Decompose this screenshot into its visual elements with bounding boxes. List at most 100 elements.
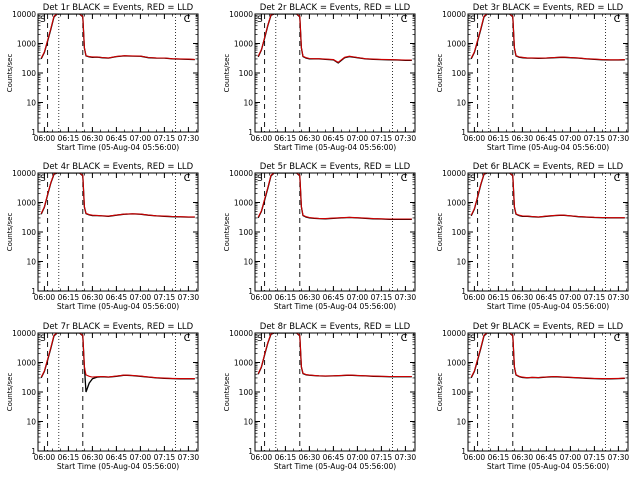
lld-series-line [470,14,625,61]
y-tick-label: 100 [239,69,254,78]
y-axis-label: Counts/sec [223,213,231,252]
x-axis-label: Start Time (05-Aug-04 05:56:00) [487,462,609,471]
y-tick-label: 100 [452,69,467,78]
event-marker: C [184,14,191,25]
events-series-line [257,14,412,64]
y-tick-label: 1000 [234,199,253,208]
plot-area [40,333,195,451]
events-series-line [470,173,625,219]
plot-area [40,14,195,132]
y-tick-label: 10 [243,258,253,267]
y-tick-label: 100 [22,388,37,397]
x-tick-label: 07:30 [178,453,200,462]
y-tick-label: 1000 [447,40,466,49]
panel-title: Det 3r BLACK = Events, RED = LLD [473,3,624,13]
x-tick-label: 06:45 [323,293,345,302]
y-tick-label: 1 [31,447,36,456]
y-axis-label: Counts/sec [436,373,444,412]
lld-series-line [257,173,412,220]
corner-label: S [257,334,263,344]
event-marker: C [614,333,621,344]
detector-panel-8: Det 8r BLACK = Events, RED = LLD S C 1 10 100… [223,322,416,471]
x-tick-label: 07:30 [178,293,200,302]
y-tick-label: 100 [22,69,37,78]
x-tick-label: 06:00 [464,293,486,302]
event-marker: C [614,14,621,25]
y-tick-label: 1 [31,287,36,296]
detector-panel-7: Det 7r BLACK = Events, RED = LLD S C 1 10 100… [6,322,199,471]
x-tick-label: 07:00 [347,453,369,462]
x-tick-label: 07:15 [154,134,176,143]
x-tick-label: 07:00 [560,134,582,143]
x-tick-label: 07:15 [371,453,393,462]
x-tick-label: 07:15 [154,453,176,462]
y-tick-label: 10 [456,258,466,267]
lld-series-line [257,14,412,63]
panel-title: Det 2r BLACK = Events, RED = LLD [260,3,411,13]
x-tick-label: 07:00 [560,293,582,302]
x-tick-label: 07:30 [395,134,417,143]
x-tick-label: 06:00 [464,453,486,462]
x-tick-label: 06:45 [536,293,558,302]
x-tick-label: 07:00 [130,134,152,143]
y-tick-label: 1000 [17,40,36,49]
event-marker: C [184,173,191,184]
corner-label: S [257,15,263,25]
x-tick-label: 07:30 [395,453,417,462]
y-tick-label: 1 [248,287,253,296]
y-tick-label: 1 [31,128,36,137]
y-tick-label: 1000 [17,359,36,368]
y-tick-label: 10000 [442,169,466,178]
events-series-line [40,333,195,393]
event-marker: C [401,14,408,25]
lld-series-line [470,173,625,219]
y-tick-label: 10 [243,99,253,108]
x-tick-label: 06:30 [82,453,104,462]
y-tick-label: 10000 [12,329,36,338]
events-series-line [257,333,412,378]
plot-area [257,14,412,132]
x-axis-label: Start Time (05-Aug-04 05:56:00) [57,462,179,471]
x-tick-label: 06:15 [488,293,510,302]
corner-label: S [40,15,46,25]
x-axis-label: Start Time (05-Aug-04 05:56:00) [57,302,179,311]
x-tick-label: 06:15 [58,134,80,143]
plot-frame [467,172,629,292]
y-tick-label: 10 [243,418,253,427]
corner-label: S [470,334,476,344]
plot-area [40,173,195,291]
x-tick-label: 06:30 [512,453,534,462]
x-tick-label: 06:30 [512,293,534,302]
x-tick-label: 07:15 [584,453,606,462]
x-tick-label: 06:30 [82,134,104,143]
detector-panel-2: Det 2r BLACK = Events, RED = LLD S C 1 10 100… [223,3,416,152]
x-axis-label: Start Time (05-Aug-04 05:56:00) [274,462,396,471]
corner-label: S [470,15,476,25]
plot-frame [467,332,629,452]
x-tick-label: 07:00 [347,293,369,302]
detector-panel-6: Det 6r BLACK = Events, RED = LLD S C 1 10 100… [436,162,629,311]
plot-frame [254,172,416,292]
x-tick-label: 06:30 [82,293,104,302]
x-tick-label: 06:00 [251,293,273,302]
x-axis-label: Start Time (05-Aug-04 05:56:00) [487,143,609,152]
y-axis-label: Counts/sec [6,373,14,412]
detector-panel-5: Det 5r BLACK = Events, RED = LLD S C 1 10 100… [223,162,416,311]
events-series-line [470,333,625,380]
x-tick-label: 06:30 [512,134,534,143]
x-tick-label: 06:15 [275,453,297,462]
x-tick-label: 06:45 [106,134,128,143]
y-axis-label: Counts/sec [6,54,14,93]
y-tick-label: 1 [248,447,253,456]
x-tick-label: 06:30 [299,453,321,462]
panel-title: Det 5r BLACK = Events, RED = LLD [260,162,411,172]
detector-panel-1: Det 1r BLACK = Events, RED = LLD S C 1 10 100… [6,3,199,152]
y-tick-label: 10000 [229,10,253,19]
y-tick-label: 10000 [12,169,36,178]
x-tick-label: 07:15 [371,293,393,302]
events-series-line [470,14,625,61]
x-tick-label: 06:00 [251,134,273,143]
plot-area [470,173,625,291]
y-tick-label: 1 [461,128,466,137]
